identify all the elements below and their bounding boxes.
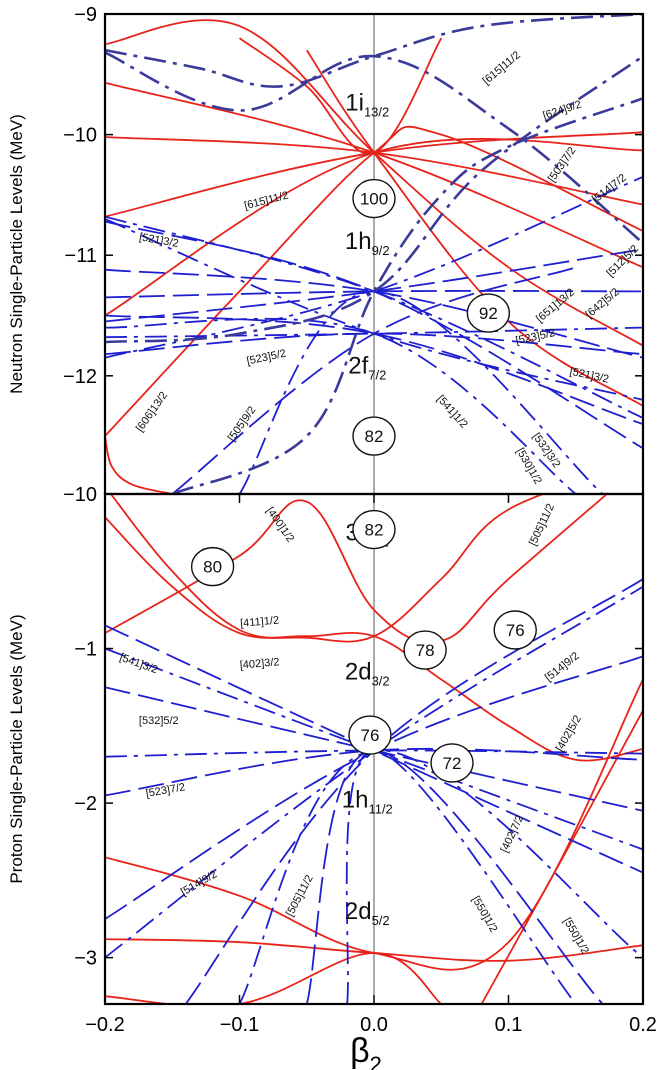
svg-text:76: 76 bbox=[361, 726, 380, 745]
shell-gap-marker: 82 bbox=[352, 416, 396, 456]
series-line-0-22 bbox=[105, 51, 643, 245]
y-tick-label: −2 bbox=[74, 793, 97, 815]
series-line-1-0 bbox=[105, 494, 609, 644]
series-line-0-24 bbox=[105, 14, 643, 88]
svg-text:72: 72 bbox=[443, 754, 462, 773]
series-line-0-23 bbox=[105, 55, 643, 344]
shell-gap-marker: 80 bbox=[190, 546, 235, 587]
svg-text:76: 76 bbox=[506, 621, 525, 640]
series-line-0-7 bbox=[238, 37, 443, 155]
shell-label: 1i13/2 bbox=[345, 89, 389, 119]
series-line-0-16 bbox=[105, 215, 643, 419]
svg-text:82: 82 bbox=[365, 521, 384, 540]
x-tick-label: 0.2 bbox=[629, 1014, 657, 1036]
series-line-0-12 bbox=[105, 268, 643, 359]
shell-gap-marker: 100 bbox=[352, 178, 396, 219]
x-axis-label: β2 bbox=[350, 1032, 382, 1070]
shell-label: 2d5/2 bbox=[345, 898, 390, 928]
shell-gap-marker: 76 bbox=[493, 610, 537, 650]
nilsson-label: [532]5/2 bbox=[139, 715, 179, 727]
y-tick-label: −12 bbox=[63, 366, 97, 388]
series-line-0-21 bbox=[105, 218, 643, 401]
level-curves bbox=[105, 14, 643, 494]
x-tick-label: −0.1 bbox=[220, 1014, 259, 1036]
y-axis-label: Neutron Single-Particle Levels (MeV) bbox=[7, 114, 26, 394]
series-line-1-6 bbox=[480, 709, 643, 1004]
y-axis-label: Proton Single-Particle Levels (MeV) bbox=[7, 614, 26, 883]
series-line-0-6 bbox=[306, 49, 643, 407]
shell-gap-marker: 72 bbox=[430, 743, 474, 783]
x-tick-label: −0.2 bbox=[85, 1014, 124, 1036]
nilsson-label: [411]1/2 bbox=[240, 615, 280, 630]
shell-gap-marker: 82 bbox=[352, 509, 396, 550]
shell-gap-marker: 78 bbox=[403, 630, 447, 670]
series-line-0-8 bbox=[105, 435, 173, 494]
shell-label: 2f7/2 bbox=[348, 352, 386, 382]
series-line-0-14 bbox=[105, 314, 643, 425]
y-tick-label: −3 bbox=[74, 948, 97, 970]
svg-text:80: 80 bbox=[203, 558, 222, 577]
svg-text:92: 92 bbox=[479, 304, 498, 323]
y-tick-label: −1 bbox=[74, 639, 97, 661]
shell-label: 1h9/2 bbox=[345, 228, 390, 258]
x-tick-label: 0.0 bbox=[360, 1014, 388, 1036]
series-line-1-1 bbox=[109, 494, 546, 643]
shell-label: 2d3/2 bbox=[345, 658, 390, 688]
level-curves bbox=[105, 494, 643, 1004]
svg-text:100: 100 bbox=[360, 190, 388, 209]
series-line-0-10 bbox=[105, 248, 643, 323]
y-tick-label: −10 bbox=[63, 125, 97, 147]
series-line-1-17 bbox=[345, 749, 577, 1004]
y-tick-label: −10 bbox=[63, 484, 97, 506]
x-tick-label: 0.1 bbox=[495, 1014, 523, 1036]
shell-gap-marker: 92 bbox=[466, 293, 511, 333]
proton-panel: [400]1/2 [505]11/2[411]1/2[402]3/2[541]3/… bbox=[7, 484, 657, 1070]
series-line-0-4 bbox=[105, 125, 643, 437]
series-line-1-2 bbox=[105, 516, 643, 762]
nilsson-label: [402]3/2 bbox=[239, 656, 280, 671]
shell-label: 1h11/2 bbox=[342, 787, 393, 817]
svg-text:82: 82 bbox=[365, 427, 384, 446]
y-tick-label: −11 bbox=[65, 245, 97, 267]
shell-gap-marker: 76 bbox=[348, 715, 392, 755]
series-line-0-18 bbox=[105, 175, 643, 359]
series-line-0-20 bbox=[238, 290, 604, 494]
y-tick-label: −9 bbox=[74, 4, 97, 26]
svg-text:78: 78 bbox=[416, 641, 435, 660]
series-line-0-25 bbox=[171, 97, 643, 494]
